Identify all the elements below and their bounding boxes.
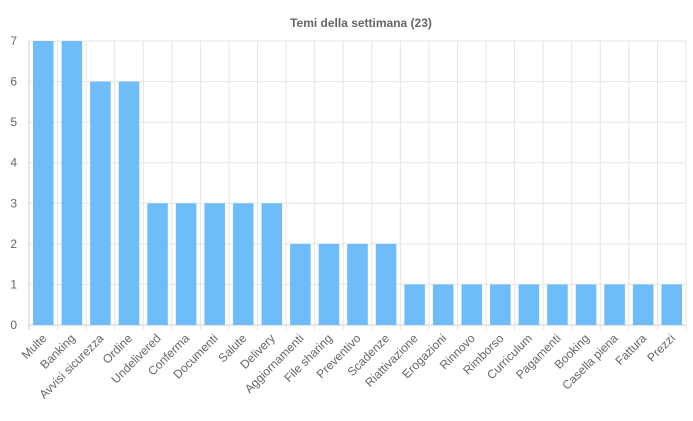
y-tick-label: 6 xyxy=(10,75,17,89)
bar-pagamenti[interactable] xyxy=(547,284,568,325)
bar-casella-piena[interactable] xyxy=(604,284,625,325)
bar-fattura[interactable] xyxy=(632,284,654,325)
bar-rinnovo[interactable] xyxy=(461,284,483,325)
y-tick-label: 0 xyxy=(10,318,17,332)
y-axis-ticks: 0 1 2 3 4 5 6 7 xyxy=(10,34,17,332)
bar-salute[interactable] xyxy=(232,203,254,325)
bar-scadenze[interactable] xyxy=(375,243,397,325)
x-tick-label: Fattura xyxy=(612,331,649,368)
bar-aggiornamenti[interactable] xyxy=(290,243,311,325)
bar-curriculum[interactable] xyxy=(518,284,540,325)
bar-ordine[interactable] xyxy=(118,81,140,325)
bar-avvisi-sicurezza[interactable] xyxy=(90,81,111,325)
y-tick-label: 5 xyxy=(10,115,17,129)
bar-erogazioni[interactable] xyxy=(432,284,454,325)
bar-prezzi[interactable] xyxy=(661,284,683,325)
y-tick-label: 1 xyxy=(10,277,17,291)
bars xyxy=(32,41,683,325)
y-tick-label: 4 xyxy=(10,156,17,170)
y-tick-label: 3 xyxy=(10,196,17,210)
bar-undelivered[interactable] xyxy=(147,203,168,325)
bar-documenti[interactable] xyxy=(204,203,225,325)
bar-banking[interactable] xyxy=(61,41,83,325)
x-tick-label: Prezzi xyxy=(644,331,677,364)
bar-riattivazione[interactable] xyxy=(404,284,425,325)
y-tick-label: 7 xyxy=(10,34,17,48)
bar-multe[interactable] xyxy=(32,41,54,325)
y-tick-label: 2 xyxy=(10,237,17,251)
bar-file-sharing[interactable] xyxy=(318,243,340,325)
bar-rimborso[interactable] xyxy=(490,284,511,325)
bar-conferma[interactable] xyxy=(175,203,197,325)
chart-title: Temi della settimana (23) xyxy=(290,16,432,30)
bar-booking[interactable] xyxy=(575,284,597,325)
bar-delivery[interactable] xyxy=(261,203,283,325)
bar-preventivo[interactable] xyxy=(347,243,368,325)
